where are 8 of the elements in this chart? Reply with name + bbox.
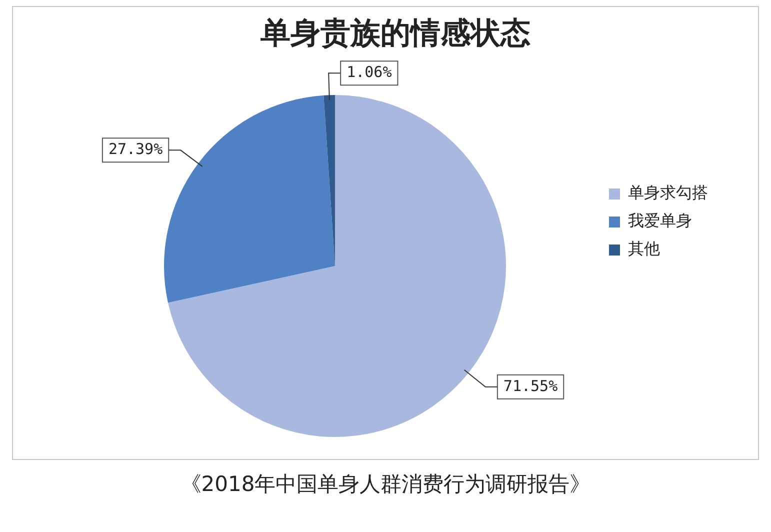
legend-label: 其他	[628, 239, 660, 258]
data-label: 71.55%	[503, 376, 558, 395]
legend-label: 单身求勾搭	[628, 183, 708, 202]
chart-title: 单身贵族的情感状态	[260, 16, 530, 51]
data-label: 27.39%	[108, 140, 163, 158]
data-label: 1.06%	[346, 63, 392, 81]
text: 《2018年中国单身人群消费行为调研报告》	[179, 471, 592, 498]
legend-label: 我爱单身	[628, 211, 692, 230]
